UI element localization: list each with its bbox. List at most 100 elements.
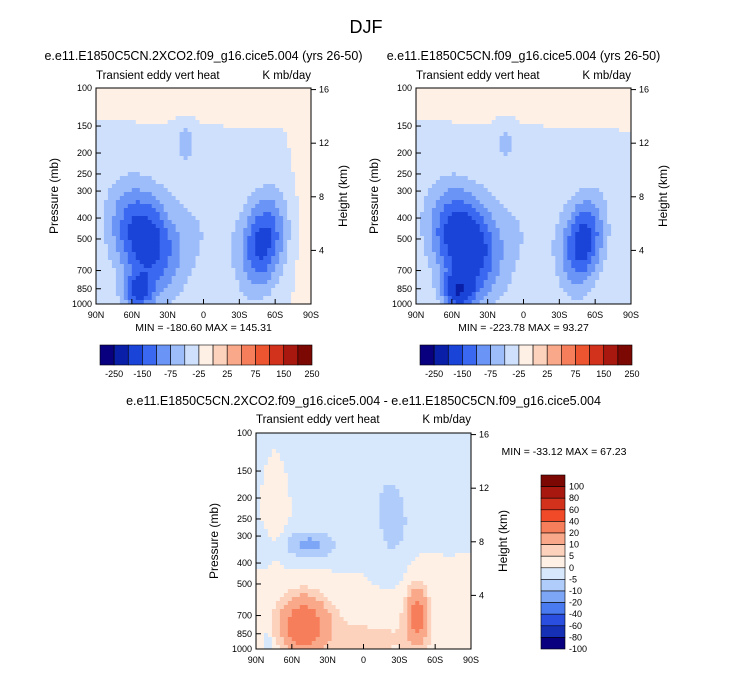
contour-cell — [495, 100, 501, 105]
contour-cell — [531, 104, 536, 109]
contour-cell — [303, 216, 308, 221]
contour-cell — [96, 160, 101, 165]
contour-cell — [223, 160, 228, 165]
colorbar-swatch — [297, 344, 313, 366]
contour-cell — [431, 280, 437, 285]
contour-cell — [96, 244, 101, 249]
contour-cell — [243, 120, 248, 125]
contour-cell — [287, 204, 292, 209]
contour-cell — [447, 164, 453, 169]
contour-cell — [227, 136, 232, 141]
contour-cell — [416, 120, 421, 125]
contour-cell — [507, 280, 512, 285]
contour-cell — [167, 208, 173, 213]
contour-cell — [239, 136, 244, 141]
contour-cell — [499, 180, 504, 185]
contour-cell — [123, 144, 129, 149]
contour-cell — [443, 284, 449, 289]
contour-cell — [207, 116, 212, 121]
contour-cell — [259, 276, 264, 281]
contour-cell — [451, 112, 457, 117]
contour-cell — [243, 140, 248, 145]
contour-cell — [239, 236, 244, 241]
contour-cell — [99, 184, 105, 189]
contour-cell — [127, 268, 133, 273]
contour-cell — [219, 220, 224, 225]
contour-cell — [519, 88, 524, 93]
contour-cell — [247, 276, 252, 281]
contour-cell — [467, 180, 473, 185]
contour-cell — [531, 200, 536, 205]
contour-cell — [179, 136, 184, 141]
y-right-axis-label: Height (km) — [336, 165, 350, 227]
contour-cell — [527, 196, 532, 201]
contour-cell — [523, 128, 528, 133]
contour-cell — [479, 100, 485, 105]
contour-cell — [271, 300, 276, 305]
contour-cell — [143, 116, 149, 121]
contour-cell — [219, 100, 224, 105]
contour-cell — [455, 296, 461, 301]
contour-cell — [191, 128, 196, 133]
contour-cell — [423, 120, 429, 125]
contour-cell — [511, 152, 516, 157]
contour-cell — [147, 164, 153, 169]
contour-cell — [115, 92, 121, 97]
contour-cell — [191, 132, 196, 137]
contour-cell — [211, 104, 216, 109]
contour-cell — [263, 168, 268, 173]
contour-cell — [263, 136, 268, 141]
contour-cell — [147, 288, 153, 293]
contour-cell — [515, 224, 520, 229]
contour-cell — [167, 300, 173, 305]
contour-cell — [123, 116, 129, 121]
contour-cell — [515, 272, 520, 277]
contour-cell — [167, 280, 173, 285]
contour-cell — [135, 228, 141, 233]
contour-cell — [127, 288, 133, 293]
contour-cell — [307, 300, 312, 305]
contour-cell — [283, 100, 288, 105]
contour-cell — [463, 260, 469, 265]
contour-cell — [439, 96, 445, 101]
contour-cell — [307, 192, 312, 197]
contour-cell — [187, 292, 192, 297]
contour-cell — [483, 104, 489, 109]
contour-cell — [535, 268, 540, 273]
contour-cell — [227, 148, 232, 153]
contour-cell — [259, 148, 264, 153]
contour-cell — [223, 292, 228, 297]
contour-cell — [163, 212, 169, 217]
contour-cell — [559, 192, 564, 197]
contour-cell — [479, 272, 485, 277]
contour-cell — [467, 152, 473, 157]
contour-cell — [191, 100, 196, 105]
contour-cell — [507, 100, 512, 105]
contour-cell — [295, 148, 300, 153]
contour-cell — [103, 260, 109, 265]
contour-cell — [515, 276, 520, 281]
contour-cell — [451, 284, 457, 289]
contour-cell — [239, 192, 244, 197]
contour-cell — [151, 168, 157, 173]
contour-cell — [163, 112, 169, 117]
contour-cell — [295, 292, 300, 297]
contour-cell — [127, 180, 133, 185]
contour-cell — [255, 260, 260, 265]
contour-cell — [243, 100, 248, 105]
contour-cell — [139, 236, 145, 241]
contour-cell — [155, 260, 161, 265]
contour-cell — [287, 132, 292, 137]
contour-cell — [519, 236, 524, 241]
contour-cell — [527, 176, 532, 181]
contour-cell — [543, 100, 548, 105]
contour-cell — [427, 124, 433, 129]
contour-cell — [123, 112, 129, 117]
contour-cell — [523, 220, 528, 225]
contour-cell — [499, 140, 504, 145]
contour-cell — [435, 164, 441, 169]
contour-cell — [515, 208, 520, 213]
contour-cell — [283, 128, 288, 133]
contour-cell — [207, 212, 212, 217]
contour-cell — [559, 208, 564, 213]
